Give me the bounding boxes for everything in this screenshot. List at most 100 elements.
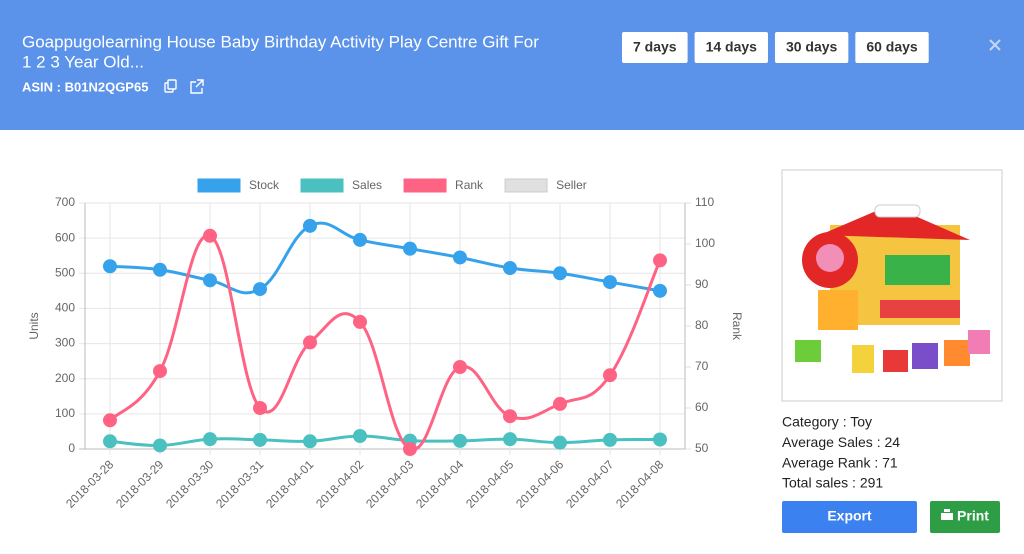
info-line: Average Sales : 24 [782,434,900,450]
data-point [503,261,517,276]
legend-swatch [504,178,548,193]
data-point [453,360,467,374]
data-point [303,335,317,350]
data-point [153,262,167,277]
product-title: Goappugolearning House Baby Birthday Act… [22,32,539,51]
legend-swatch [300,178,344,193]
y-tick-label: 200 [55,371,75,385]
range-label: 7 days [633,39,677,55]
data-point [153,438,167,453]
info-line: Category : Toy [782,414,872,430]
data-point [203,432,217,447]
range-label: 30 days [786,39,838,55]
data-point [403,442,417,456]
info-line: Average Rank : 71 [782,454,898,470]
y-tick-label: 600 [55,230,75,244]
info-line: Total sales : 291 [782,475,883,491]
export-label: Export [827,508,872,524]
x-tick-label: 2018-03-30 [163,457,217,511]
product-title: 1 2 3 Year Old... [22,52,144,71]
data-point [103,434,117,449]
asin: ASIN : B01N2QGP65 [22,79,148,94]
y2-tick-label: 70 [695,359,709,373]
chart: 0 100 200 300 400 500 600 700 50 60 70 80 90 100 110 20… [27,178,744,511]
range-button[interactable] [774,32,849,63]
data-point [353,428,367,443]
data-point [603,432,617,447]
data-point [553,266,567,281]
series-line [109,434,661,447]
data-point [453,433,467,448]
data-point [603,275,617,290]
data-point [553,396,567,411]
y2-axis-label: Rank [730,312,744,341]
data-point [453,250,467,265]
data-point [253,282,267,297]
legend-swatch [403,178,447,193]
x-tick-label: 2018-04-06 [513,457,567,511]
data-point [603,368,617,383]
x-tick-label: 2018-03-29 [113,457,167,511]
data-point [653,253,667,268]
data-point [403,241,417,256]
range-button[interactable] [622,32,688,63]
x-tick-label: 2018-03-28 [63,457,117,511]
x-tick-label: 2018-04-03 [363,457,417,511]
y2-tick-label: 90 [695,277,709,291]
y2-tick-label: 60 [695,400,709,414]
y-tick-label: 0 [68,441,75,455]
data-point [103,413,117,428]
data-point [503,432,517,447]
y-axis-label: Units [27,312,41,339]
x-tick-label: 2018-04-04 [413,457,467,511]
data-point [553,435,567,450]
data-point [503,409,517,424]
x-tick-label: 2018-04-08 [613,457,667,511]
legend-label: Stock [249,178,280,192]
legend-label: Rank [455,178,484,192]
data-point [103,259,117,274]
print-icon [941,509,953,520]
data-point [153,364,167,379]
data-point [303,434,317,449]
data-point [253,432,267,447]
data-point [353,232,367,247]
data-point [653,283,667,298]
y2-tick-label: 80 [695,318,709,332]
range-button[interactable] [694,32,768,63]
data-point [253,401,267,415]
y2-tick-label: 110 [695,195,714,209]
x-tick-label: 2018-04-05 [463,457,517,511]
data-point [203,273,217,288]
y-tick-label: 700 [55,195,75,209]
x-tick-label: 2018-04-02 [313,457,367,511]
x-tick-label: 2018-03-31 [213,457,267,511]
y2-tick-label: 100 [695,236,715,250]
data-point [303,218,317,233]
y-tick-label: 100 [55,406,75,420]
y2-tick-label: 50 [695,441,709,455]
copy-icon[interactable] [164,79,177,93]
range-label: 60 days [866,39,918,55]
range-button[interactable] [855,32,929,63]
print-label: Print [957,508,989,524]
external-link-icon[interactable] [190,79,204,94]
export-button[interactable] [782,501,917,533]
y-tick-label: 500 [55,265,75,279]
data-point [653,432,667,447]
x-tick-label: 2018-04-07 [563,457,617,511]
series-line [108,234,662,451]
legend-label: Sales [352,178,382,192]
data-point [203,228,217,243]
x-tick-label: 2018-04-01 [263,457,317,511]
y-tick-label: 300 [55,336,75,350]
legend-label: Seller [556,178,587,192]
range-label: 14 days [706,39,758,55]
data-point [353,314,367,329]
legend-swatch [197,178,241,193]
close-button[interactable] [989,39,1001,51]
product-image [795,204,990,373]
y-tick-label: 400 [55,301,75,315]
